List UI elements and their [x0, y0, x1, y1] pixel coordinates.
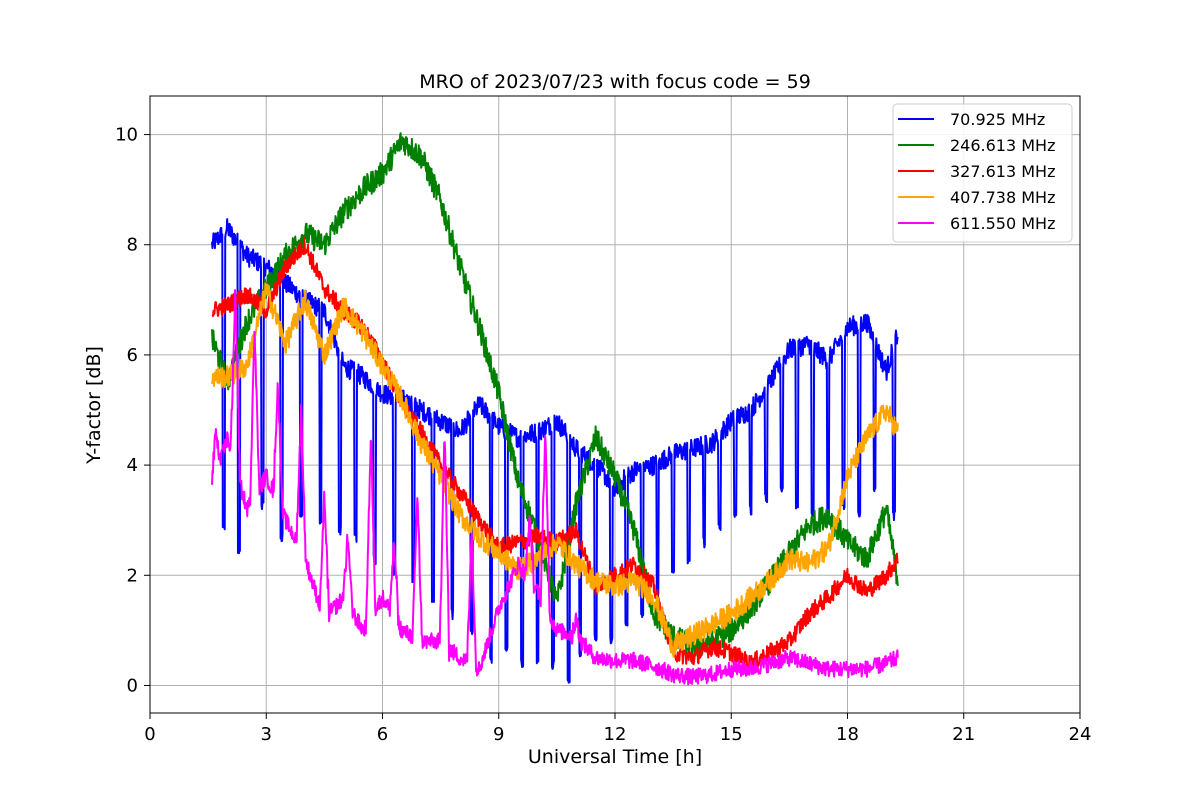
y-tick-label: 2: [127, 565, 138, 586]
x-axis-label: Universal Time [h]: [528, 746, 702, 768]
series-line: [211, 289, 899, 686]
y-tick-label: 10: [115, 125, 138, 146]
legend-box: [892, 103, 1073, 243]
legend-label: 611.550 MHz: [950, 214, 1055, 233]
x-tick-label: 18: [836, 724, 859, 745]
series-path: [211, 282, 899, 658]
series-path: [211, 289, 899, 686]
y-axis-label: Y-factor [dB]: [83, 346, 105, 465]
x-tick-label: 3: [261, 724, 272, 745]
chart-title: MRO of 2023/07/23 with focus code = 59: [419, 71, 811, 93]
series-line: [211, 282, 899, 658]
x-tick-label: 6: [377, 724, 388, 745]
series-path: [211, 218, 899, 684]
x-tick-label: 12: [604, 724, 627, 745]
x-tick-label: 9: [493, 724, 504, 745]
legend-label: 407.738 MHz: [950, 188, 1055, 207]
y-tick-label: 6: [127, 345, 138, 366]
series-layer: [211, 132, 899, 686]
x-tick-label: 15: [720, 724, 743, 745]
x-tick-label: 0: [144, 724, 155, 745]
legend-label: 70.925 MHz: [950, 110, 1045, 129]
series-line: [211, 132, 899, 658]
y-tick-label: 4: [127, 455, 138, 476]
y-tick-label: 0: [127, 675, 138, 696]
x-tick-label: 24: [1069, 724, 1092, 745]
legend-label: 327.613 MHz: [950, 162, 1055, 181]
series-path: [211, 132, 899, 658]
legend-label: 246.613 MHz: [950, 136, 1055, 155]
series-line: [211, 218, 899, 684]
grid-layer: [149, 96, 1081, 713]
x-tick-label: 21: [952, 724, 975, 745]
legend: 70.925 MHz 246.613 MHz 327.613 MHz 407.738 …: [892, 103, 1073, 243]
y-tick-label: 8: [127, 235, 138, 256]
